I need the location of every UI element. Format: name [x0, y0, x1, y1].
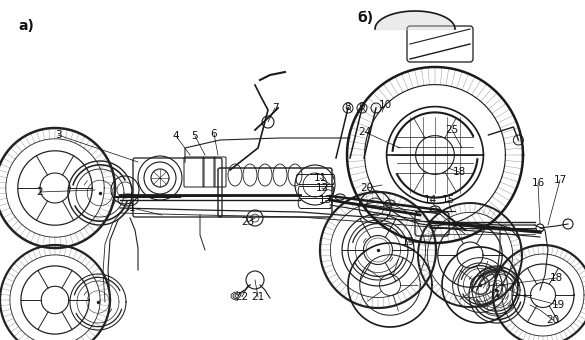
Text: 7: 7 [271, 103, 278, 113]
Text: б): б) [357, 11, 373, 25]
Text: 17: 17 [553, 175, 567, 185]
Text: 6: 6 [211, 129, 217, 139]
Text: 2: 2 [37, 187, 43, 197]
Text: 13: 13 [318, 195, 332, 205]
Text: 12: 12 [315, 183, 329, 193]
Text: 8: 8 [345, 102, 352, 112]
Text: 11: 11 [314, 173, 326, 183]
Text: 19: 19 [401, 237, 415, 247]
Text: 21: 21 [252, 292, 264, 302]
Text: 23: 23 [242, 217, 254, 227]
Text: 20: 20 [360, 183, 374, 193]
Text: 25: 25 [445, 125, 459, 135]
Text: 19: 19 [552, 300, 565, 310]
Text: 24: 24 [359, 127, 371, 137]
Text: 15: 15 [441, 195, 455, 205]
Text: 22: 22 [235, 292, 249, 302]
Text: 18: 18 [549, 273, 563, 283]
Text: 16: 16 [531, 178, 545, 188]
Text: 1: 1 [129, 203, 135, 213]
Text: 3: 3 [54, 130, 61, 140]
Text: 18: 18 [452, 167, 466, 177]
Text: 20: 20 [546, 315, 560, 325]
Text: 4: 4 [173, 131, 180, 141]
Text: а): а) [18, 19, 34, 33]
Text: 5: 5 [192, 131, 198, 141]
Text: 14: 14 [424, 195, 436, 205]
Text: 9: 9 [359, 102, 365, 112]
Text: 10: 10 [378, 100, 391, 110]
